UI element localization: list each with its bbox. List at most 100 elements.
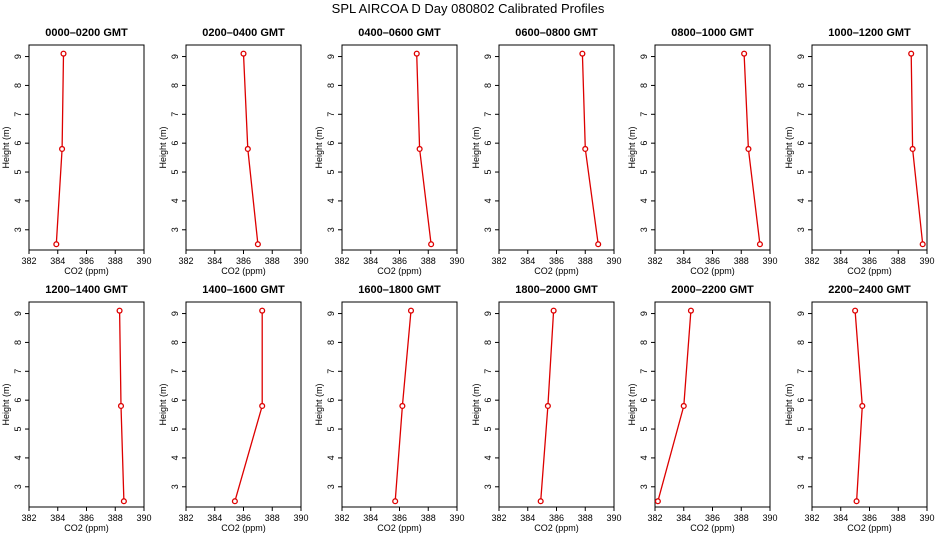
y-tick-label: 5 xyxy=(326,170,336,175)
x-tick-label: 388 xyxy=(578,513,593,523)
data-point xyxy=(537,498,544,505)
data-point xyxy=(582,145,589,152)
x-tick-label: 384 xyxy=(50,256,65,266)
y-tick-label: 4 xyxy=(483,455,493,460)
plot-frame xyxy=(498,301,615,508)
x-tick-label: 386 xyxy=(392,513,407,523)
y-tick-label: 6 xyxy=(326,398,336,403)
panel-title: 1800–2000 GMT xyxy=(515,284,598,296)
profile-panel: 2200–2400 GMT 382 384 386 388 390 3 4 5 6 7 8 9 CO2 (… xyxy=(784,284,935,533)
x-tick-label: 384 xyxy=(833,513,848,523)
y-axis-label: Height (m) xyxy=(784,126,794,168)
y-tick-label: 4 xyxy=(639,198,649,203)
x-axis-label: CO2 (ppm) xyxy=(847,523,892,533)
y-tick-label: 4 xyxy=(170,455,180,460)
x-tick-label: 388 xyxy=(108,513,123,523)
profile-panel: 0400–0600 GMT 382 384 386 388 390 3 4 5 6 7 8 9 CO2 (… xyxy=(314,27,465,276)
x-tick-label: 382 xyxy=(491,513,506,523)
x-tick-label: 388 xyxy=(578,256,593,266)
x-tick-label: 388 xyxy=(891,513,906,523)
x-axis-label: CO2 (ppm) xyxy=(534,523,579,533)
y-tick-label: 8 xyxy=(13,340,23,345)
data-point xyxy=(579,50,586,57)
y-tick-label: 7 xyxy=(326,369,336,374)
y-tick-label: 7 xyxy=(639,369,649,374)
y-tick-label: 4 xyxy=(13,198,23,203)
y-tick-label: 5 xyxy=(13,427,23,432)
y-tick-label: 6 xyxy=(13,398,23,403)
profile-panel: 1600–1800 GMT 382 384 386 388 390 3 4 5 6 7 8 9 CO2 (… xyxy=(314,284,465,533)
y-tick-label: 3 xyxy=(796,227,806,232)
y-tick-label: 6 xyxy=(796,398,806,403)
series-line xyxy=(234,310,263,502)
y-tick-label: 6 xyxy=(13,141,23,146)
data-point xyxy=(544,402,551,409)
y-tick-label: 6 xyxy=(639,398,649,403)
x-tick-label: 390 xyxy=(449,513,464,523)
y-tick-label: 9 xyxy=(639,311,649,316)
data-point xyxy=(53,241,60,248)
x-tick-label: 386 xyxy=(862,256,877,266)
y-tick-label: 3 xyxy=(326,484,336,489)
panel-title: 0800–1000 GMT xyxy=(671,27,754,39)
data-point xyxy=(392,498,399,505)
y-tick-label: 3 xyxy=(483,484,493,489)
x-tick-label: 382 xyxy=(491,256,506,266)
data-point xyxy=(859,402,866,409)
x-tick-label: 386 xyxy=(236,513,251,523)
data-point xyxy=(407,307,415,314)
y-axis-label: Height (m) xyxy=(471,383,481,425)
x-tick-label: 390 xyxy=(762,256,777,266)
plot-frame xyxy=(341,44,458,251)
data-point xyxy=(259,307,266,314)
panel-title: 2200–2400 GMT xyxy=(828,284,911,296)
y-axis-label: Height (m) xyxy=(314,126,324,168)
y-tick-label: 8 xyxy=(170,83,180,88)
y-axis-label: Height (m) xyxy=(627,126,637,168)
x-tick-label: 388 xyxy=(734,513,749,523)
data-point xyxy=(240,50,247,57)
y-axis-label: Height (m) xyxy=(471,126,481,168)
data-point xyxy=(919,241,926,248)
x-tick-label: 382 xyxy=(334,256,349,266)
y-tick-label: 5 xyxy=(13,170,23,175)
data-point xyxy=(687,307,694,314)
plot-frame xyxy=(654,44,771,251)
x-tick-label: 388 xyxy=(891,256,906,266)
data-point xyxy=(259,402,266,409)
y-axis-label: Height (m) xyxy=(627,383,637,425)
y-axis-label: Height (m) xyxy=(1,126,11,168)
panel-title: 0000–0200 GMT xyxy=(45,27,128,39)
y-axis-label: Height (m) xyxy=(784,383,794,425)
y-tick-label: 5 xyxy=(796,427,806,432)
y-tick-label: 5 xyxy=(483,170,493,175)
y-tick-label: 3 xyxy=(170,484,180,489)
panel-title: 2000–2200 GMT xyxy=(671,284,754,296)
figure-title: SPL AIRCOA D Day 080802 Calibrated Profi… xyxy=(332,1,605,16)
x-tick-label: 386 xyxy=(549,256,564,266)
data-point xyxy=(254,241,261,248)
x-tick-label: 382 xyxy=(804,256,819,266)
y-tick-label: 7 xyxy=(170,369,180,374)
x-tick-label: 382 xyxy=(21,513,36,523)
y-tick-label: 6 xyxy=(170,398,180,403)
y-axis-label: Height (m) xyxy=(1,383,11,425)
data-point xyxy=(908,50,915,57)
profile-panel: 1400–1600 GMT 382 384 386 388 390 3 4 5 6 7 8 9 CO2 (… xyxy=(158,284,309,533)
data-point xyxy=(853,498,860,505)
x-axis-label: CO2 (ppm) xyxy=(221,266,266,276)
x-tick-label: 390 xyxy=(293,513,308,523)
data-point xyxy=(680,402,687,409)
panel-title: 0400–0600 GMT xyxy=(358,27,441,39)
y-axis-label: Height (m) xyxy=(314,383,324,425)
y-tick-label: 5 xyxy=(639,427,649,432)
x-axis-label: CO2 (ppm) xyxy=(377,523,422,533)
y-tick-label: 3 xyxy=(483,227,493,232)
panel-title: 1000–1200 GMT xyxy=(828,27,911,39)
data-point xyxy=(59,145,66,152)
x-tick-label: 382 xyxy=(178,256,193,266)
panel-title: 0200–0400 GMT xyxy=(202,27,285,39)
x-tick-label: 384 xyxy=(520,256,535,266)
y-tick-label: 3 xyxy=(639,484,649,489)
plot-frame xyxy=(185,301,302,508)
